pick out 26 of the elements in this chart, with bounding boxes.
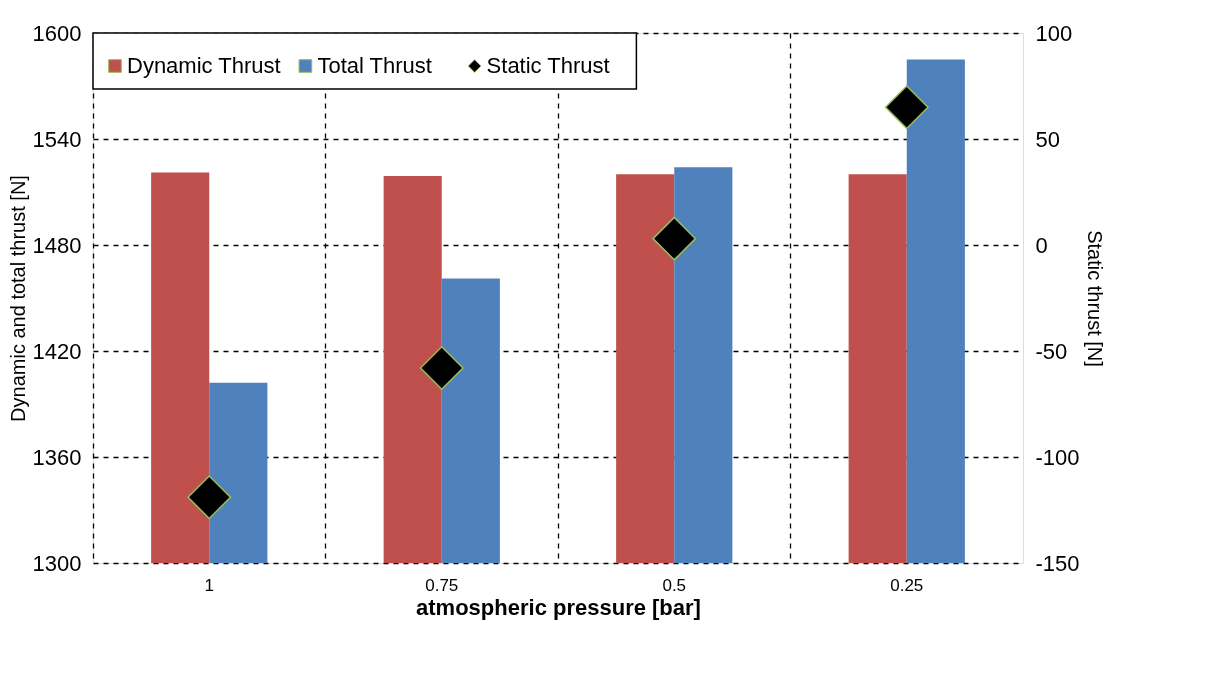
y2-tick-label: 100	[1035, 20, 1073, 46]
y2-tick-label: 50	[1035, 126, 1060, 152]
x-tick-label: 0.75	[425, 575, 459, 595]
y-tick-label: 1360	[32, 444, 82, 470]
y2-axis-title: Static thrust [N]	[1083, 230, 1106, 367]
y-tick-label: 1540	[32, 126, 82, 152]
y2-tick-label: 0	[1035, 232, 1048, 258]
legend-label: Total Thrust	[317, 53, 432, 78]
legend-label: Dynamic Thrust	[127, 53, 281, 78]
point	[187, 475, 232, 520]
point	[884, 85, 929, 130]
point	[419, 346, 464, 390]
point	[652, 216, 697, 261]
y-axis-title: Dynamic and total thrust [N]	[6, 175, 29, 422]
y2-tick-label: -150	[1035, 550, 1080, 576]
x-tick-label: 0.5	[662, 575, 687, 595]
x-tick-label: 0.25	[890, 575, 924, 595]
y2-tick-label: -50	[1035, 338, 1068, 364]
y-tick-label: 1300	[32, 550, 82, 576]
y-tick-label: 1600	[32, 20, 82, 46]
legend-label: Static Thrust	[486, 53, 610, 78]
y2-tick-label: -100	[1035, 444, 1080, 470]
x-tick-label: 1	[204, 575, 214, 595]
y-tick-label: 1420	[32, 338, 82, 364]
x-axis-title: atmospheric pressure [bar]	[416, 594, 701, 620]
y-tick-label: 1480	[32, 232, 82, 258]
